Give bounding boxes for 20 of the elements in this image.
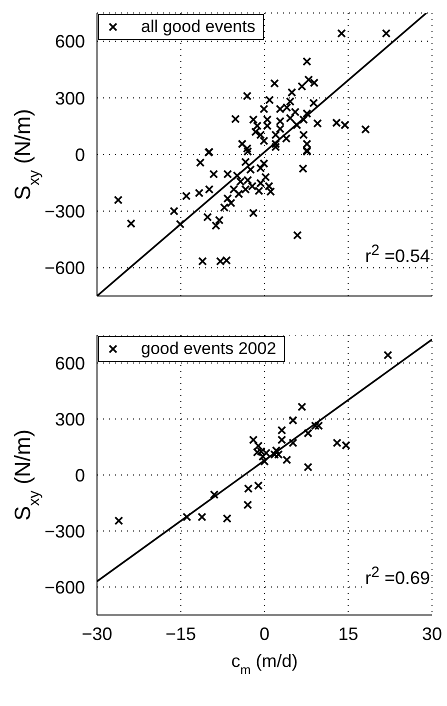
legend-label: all good events: [141, 17, 256, 37]
x-tick-label: −30: [82, 624, 112, 644]
x-tick-label: 30: [422, 624, 442, 644]
x-tick-label: −15: [165, 624, 196, 644]
y-tick-label: 600: [54, 353, 85, 374]
x-tick-label: 15: [338, 624, 358, 644]
x-axis-title: c$_{m}$ (m/d): [231, 651, 298, 677]
legend-label: good events 2002: [141, 339, 276, 359]
y-tick-label: 0: [74, 144, 85, 165]
y-tick-label: −300: [44, 201, 85, 222]
annotation: r$^{2}$ =0.54: [365, 241, 430, 266]
y-tick-label: 0: [74, 465, 85, 486]
y-tick-label: −600: [44, 258, 85, 278]
y-tick-label: −300: [44, 521, 85, 542]
y-tick-label: 300: [54, 88, 85, 108]
y-tick-label: −600: [44, 577, 85, 598]
annotation: r$^{2}$ =0.69: [365, 563, 430, 588]
x-tick-label: 0: [259, 624, 270, 644]
y-tick-label: 300: [54, 409, 85, 430]
y-tick-label: 600: [54, 32, 85, 52]
